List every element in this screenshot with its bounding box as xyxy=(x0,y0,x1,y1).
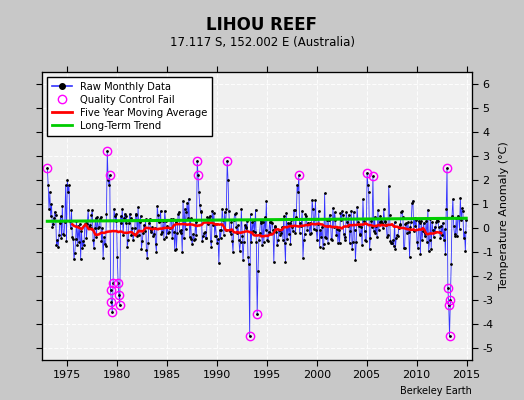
Text: Berkeley Earth: Berkeley Earth xyxy=(400,386,472,396)
Text: LIHOU REEF: LIHOU REEF xyxy=(206,16,318,34)
Text: 17.117 S, 152.002 E (Australia): 17.117 S, 152.002 E (Australia) xyxy=(169,36,355,49)
Legend: Raw Monthly Data, Quality Control Fail, Five Year Moving Average, Long-Term Tren: Raw Monthly Data, Quality Control Fail, … xyxy=(47,77,212,136)
Y-axis label: Temperature Anomaly (°C): Temperature Anomaly (°C) xyxy=(499,142,509,290)
